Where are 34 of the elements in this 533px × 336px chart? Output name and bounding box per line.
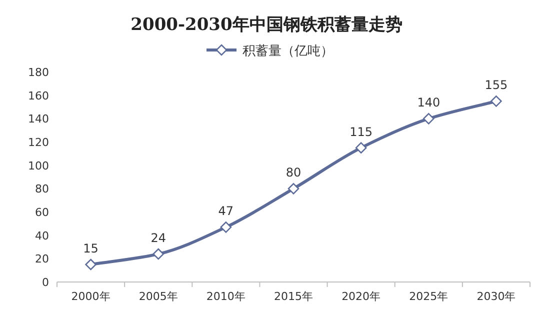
x-tick-label: 2000年 <box>71 290 110 303</box>
y-tick-label: 140 <box>28 112 49 126</box>
y-tick-label: 0 <box>42 276 49 289</box>
point <box>220 222 232 233</box>
y-tick-label: 60 <box>35 206 49 219</box>
point <box>288 183 300 194</box>
y-tick-label: 100 <box>28 159 49 172</box>
x-tick-label: 2020年 <box>342 290 381 303</box>
data-label: 80 <box>286 166 302 180</box>
x-tick-label: 2010年 <box>206 290 246 303</box>
chart-title: 2000-2030年中国钢铁积蓄量走势 <box>130 15 402 35</box>
legend-label: 积蓄量（亿吨） <box>242 44 334 59</box>
point <box>355 142 367 154</box>
x-tick-label: 2005年 <box>138 290 178 303</box>
y-tick-label: 80 <box>35 182 49 196</box>
x-tick-label: 2025年 <box>409 290 448 303</box>
data-label: 115 <box>350 124 373 139</box>
legend: 积蓄量（亿吨） <box>206 44 334 59</box>
x-tick-label: 2015年 <box>274 290 313 303</box>
point <box>422 113 434 124</box>
data-label: 47 <box>218 204 234 218</box>
y-tick-label: 40 <box>35 229 49 242</box>
data-label: 155 <box>484 78 508 92</box>
y-tick-label: 180 <box>28 66 49 79</box>
data-label: 24 <box>150 231 166 245</box>
point <box>490 96 502 107</box>
x-tick-label: 2030年 <box>476 290 516 303</box>
data-label: 15 <box>83 242 98 256</box>
point <box>152 248 164 260</box>
data-label: 140 <box>417 96 440 110</box>
y-tick-label: 20 <box>35 252 49 266</box>
point <box>85 258 96 270</box>
y-tick-label: 160 <box>28 89 49 102</box>
y-tick-label: 120 <box>28 136 49 149</box>
